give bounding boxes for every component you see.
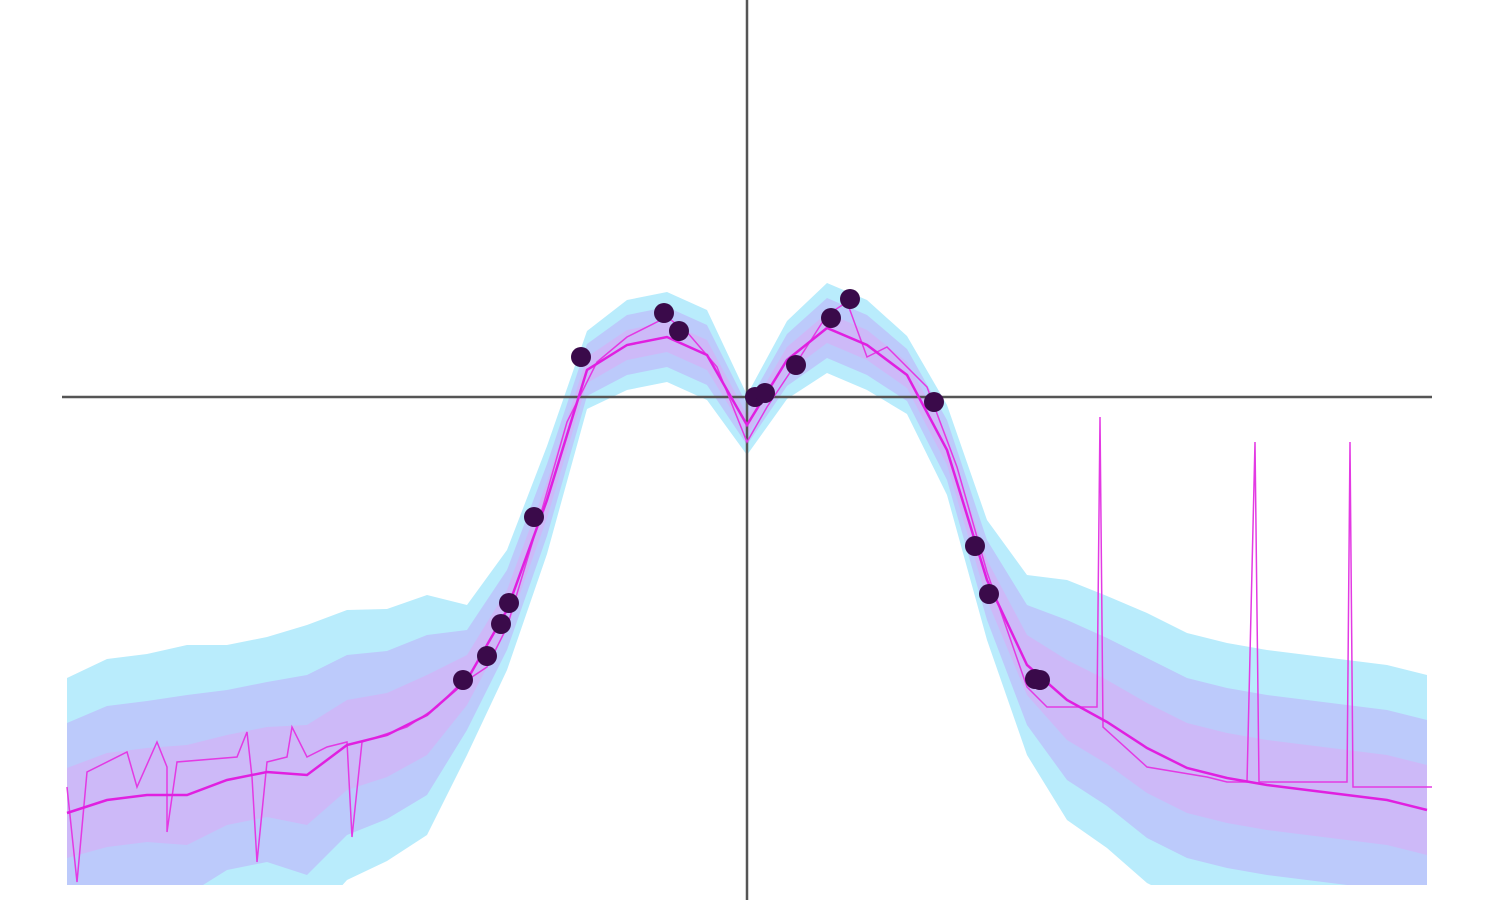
data-point (654, 303, 674, 323)
data-point (755, 383, 775, 403)
data-point (491, 614, 511, 634)
data-point (840, 289, 860, 309)
mean-line (66, 326, 1428, 815)
data-point (786, 355, 806, 375)
data-point (669, 321, 689, 341)
data-point (524, 507, 544, 527)
bands (67, 283, 1427, 885)
data-point (1030, 670, 1050, 690)
data-point (571, 347, 591, 367)
confidence-band (67, 313, 1427, 858)
data-point (924, 392, 944, 412)
data-point (499, 593, 519, 613)
data-point (965, 536, 985, 556)
data-point (477, 646, 497, 666)
data-point (453, 670, 473, 690)
data-point (821, 308, 841, 328)
data-point (979, 584, 999, 604)
points (453, 289, 1050, 690)
